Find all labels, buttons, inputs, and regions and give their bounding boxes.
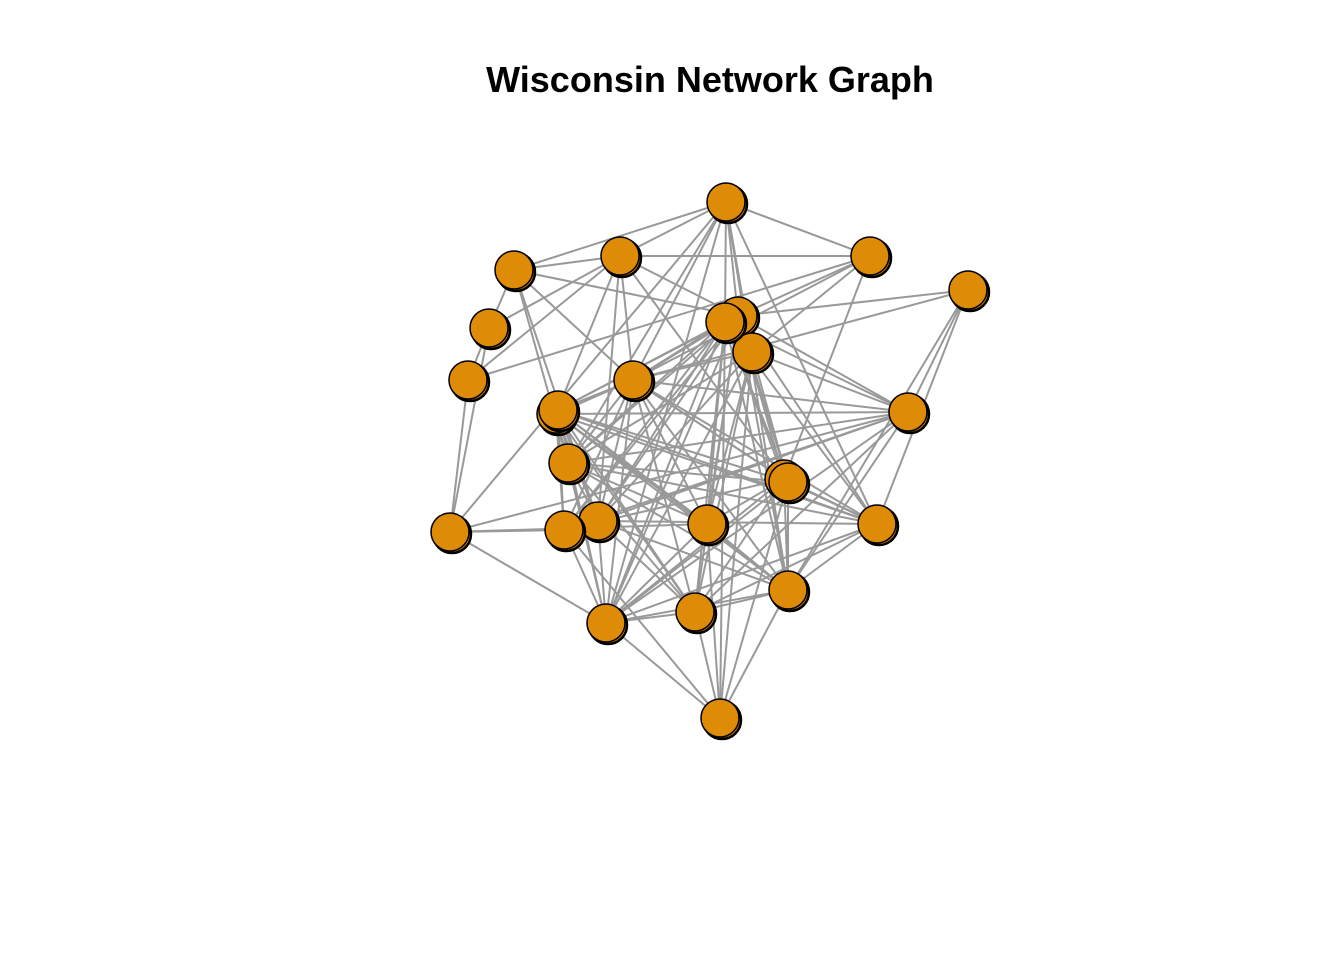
edge [597, 321, 726, 522]
edge [563, 379, 634, 531]
edge [513, 269, 634, 381]
edge [632, 379, 789, 483]
node-n7 [850, 236, 890, 276]
edge [557, 409, 789, 483]
edge [694, 478, 785, 613]
edge [557, 409, 878, 525]
edge [567, 462, 708, 525]
edge [751, 255, 871, 353]
edge [557, 409, 696, 613]
edge [449, 327, 490, 533]
node-n19 [857, 504, 897, 544]
node-n3 [494, 250, 534, 290]
edge [567, 462, 789, 591]
edge [567, 462, 696, 613]
edge [567, 411, 909, 464]
node-n2 [600, 236, 640, 276]
edge [719, 589, 789, 719]
edge [449, 379, 469, 533]
edge [605, 351, 753, 624]
edge [449, 531, 607, 624]
node-n17 [544, 510, 584, 550]
edge [725, 201, 789, 591]
node-n18 [687, 504, 727, 544]
nodes-layer [430, 182, 991, 741]
node-n13 [430, 512, 470, 552]
node-n21 [675, 592, 715, 632]
edge [555, 411, 909, 415]
edge [783, 255, 871, 480]
chart-title: Wisconsin Network Graph [486, 59, 934, 100]
edge [605, 523, 878, 624]
edge [694, 411, 909, 613]
edge [555, 255, 621, 415]
edge [557, 409, 789, 591]
node-n25 [538, 390, 578, 430]
edge [632, 201, 727, 381]
edge [632, 379, 909, 413]
edge [632, 289, 969, 381]
node-n8 [948, 270, 988, 310]
node-n1 [706, 182, 746, 222]
edge [724, 321, 789, 591]
edge [597, 379, 634, 522]
node-n26 [768, 462, 808, 502]
edge [694, 321, 726, 613]
node-n5 [448, 360, 488, 400]
edge [467, 255, 871, 381]
edge [737, 315, 909, 413]
node-n14 [548, 443, 588, 483]
edge [567, 201, 727, 464]
edge [694, 523, 878, 613]
edge [605, 523, 708, 624]
edge [719, 481, 789, 719]
edge [907, 289, 969, 413]
node-n20 [768, 570, 808, 610]
edge [751, 351, 909, 413]
node-n10 [613, 360, 653, 400]
edge [737, 255, 871, 317]
node-n23 [700, 698, 740, 738]
edge [488, 255, 621, 329]
edge [563, 529, 721, 719]
node-n4 [469, 308, 509, 348]
edge [605, 315, 739, 624]
node-n12 [888, 392, 928, 432]
edge [563, 321, 726, 531]
edge [605, 481, 789, 624]
edge [737, 289, 969, 317]
edge [597, 520, 878, 525]
edge [513, 201, 727, 271]
node-n24 [705, 302, 745, 342]
edge [725, 201, 871, 257]
edge [605, 321, 726, 624]
edge [467, 255, 621, 381]
edge [563, 411, 909, 531]
node-n22 [586, 603, 626, 643]
edge [605, 411, 909, 624]
edge [605, 622, 721, 719]
edge [787, 411, 909, 591]
node-n9 [732, 332, 772, 372]
